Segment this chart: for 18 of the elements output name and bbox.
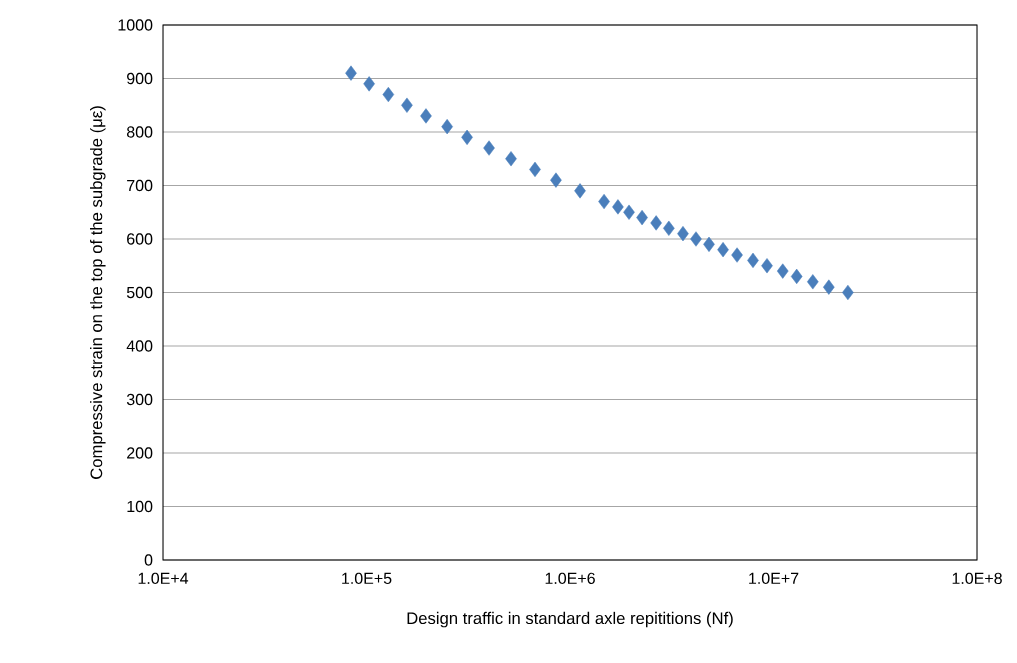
y-tick-label: 500 — [126, 286, 153, 299]
y-tick-label: 1000 — [118, 19, 153, 31]
y-tick-label: 400 — [126, 340, 153, 352]
y-tick-label: 900 — [127, 72, 153, 85]
x-tick-label: 1.0E+8 — [952, 572, 1002, 585]
y-tick-label: 300 — [126, 393, 153, 406]
y-tick-label: 800 — [126, 126, 153, 138]
y-tick-label: 0 — [144, 554, 153, 566]
y-tick-label: 100 — [127, 500, 153, 513]
y-tick-label: 700 — [127, 179, 153, 192]
x-tick-label: 1.0E+7 — [749, 572, 799, 585]
x-tick-label: 1.0E+5 — [342, 572, 392, 585]
y-tick-label: 200 — [127, 447, 153, 459]
x-tick-label: 1.0E+4 — [138, 572, 189, 585]
y-tick-label: 600 — [127, 233, 153, 245]
x-tick-label: 1.0E+6 — [545, 572, 595, 585]
y-axis-title: Compressive strain on the top of the subgrade (με) — [90, 106, 106, 479]
x-axis-title: Design traffic in standard axle repititions (Nf) — [407, 611, 733, 628]
